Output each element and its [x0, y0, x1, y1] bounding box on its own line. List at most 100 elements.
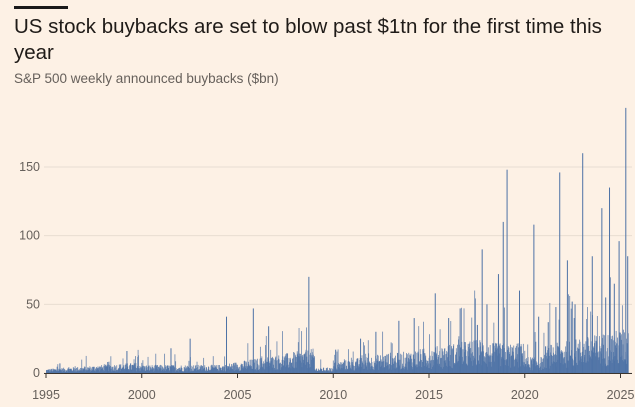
- bar-week: [522, 343, 524, 373]
- bar-week-peak: [601, 208, 603, 373]
- bar-week: [135, 362, 137, 373]
- bar-week: [427, 360, 429, 373]
- bar-week: [461, 307, 462, 373]
- bar-week: [120, 364, 122, 373]
- bar-week: [236, 364, 237, 373]
- bar-week: [119, 365, 121, 373]
- bar-week: [102, 369, 104, 373]
- bar-week: [489, 345, 491, 373]
- bar-week: [161, 365, 163, 373]
- bar-week: [401, 354, 403, 373]
- bar-week: [621, 334, 623, 373]
- bar-week: [160, 368, 162, 373]
- bar-week: [310, 352, 311, 373]
- bar-week: [493, 345, 495, 373]
- bar-week-peak: [605, 297, 607, 373]
- bar-week: [174, 354, 176, 373]
- bar-week: [147, 356, 149, 373]
- bar-week: [590, 341, 592, 373]
- bar-week-peak: [519, 290, 521, 373]
- bar-week: [586, 318, 588, 373]
- bar-week: [64, 369, 66, 373]
- bar-week-peak: [226, 316, 228, 373]
- bar-week: [337, 349, 339, 373]
- bar-week: [480, 351, 482, 373]
- bar-week: [346, 365, 347, 373]
- bar-week: [430, 360, 432, 373]
- bar-week: [373, 361, 375, 373]
- bar-week: [507, 346, 509, 373]
- bar-week: [292, 358, 293, 373]
- bar-week: [429, 334, 430, 373]
- bar-week-peak: [538, 316, 540, 373]
- bar-week-peak: [170, 348, 172, 373]
- bar-week: [224, 356, 226, 373]
- bar-week: [197, 364, 199, 373]
- bar-week: [257, 363, 259, 373]
- bar-week: [418, 326, 420, 373]
- bar-week-peak: [398, 320, 400, 373]
- bar-week: [390, 342, 392, 373]
- bar-week: [233, 362, 235, 373]
- bar-week: [152, 368, 154, 373]
- bar-week: [353, 365, 354, 373]
- bar-week-peak: [497, 274, 499, 373]
- bar-week: [363, 342, 364, 373]
- bar-week: [573, 318, 575, 373]
- bar-week: [587, 338, 589, 373]
- bar-week: [330, 368, 332, 373]
- bar-week: [391, 343, 393, 373]
- bar-week: [195, 367, 197, 373]
- bar-week: [558, 319, 560, 373]
- bar-week: [130, 363, 132, 373]
- bar-week: [218, 365, 220, 373]
- bar-week: [186, 366, 188, 373]
- bar-week-peak: [189, 338, 191, 373]
- bar-week: [184, 367, 185, 373]
- chart-subtitle: S&P 500 weekly announced buybacks ($bn): [14, 71, 279, 86]
- bar-week: [153, 365, 155, 373]
- bar-week: [568, 294, 570, 373]
- bar-week: [76, 368, 78, 373]
- bar-week: [535, 341, 537, 373]
- bar-week: [326, 367, 328, 373]
- bar-week-peak: [308, 276, 310, 373]
- bar-week-peak: [434, 293, 436, 373]
- bar-week-peak: [591, 256, 593, 373]
- bar-week: [513, 345, 515, 373]
- bar-week-peak: [627, 256, 629, 373]
- bar-week: [115, 366, 117, 373]
- bar-week: [162, 366, 163, 373]
- bar-week: [449, 354, 451, 373]
- y-tick-label: 100: [19, 229, 40, 243]
- bar-week: [545, 346, 547, 373]
- bar-week: [75, 368, 76, 373]
- bar-week: [162, 367, 164, 373]
- bar-week: [369, 362, 371, 373]
- bar-week: [217, 369, 219, 373]
- bar-week: [362, 362, 364, 373]
- bar-week: [423, 353, 425, 373]
- bar-week: [400, 353, 402, 373]
- bar-week: [334, 354, 336, 373]
- bar-week: [617, 337, 618, 373]
- bar-week: [517, 343, 519, 373]
- bar-week: [46, 369, 48, 373]
- bar-week: [406, 354, 408, 373]
- bar-week: [612, 335, 613, 373]
- bar-week: [282, 356, 284, 373]
- bar-week: [224, 365, 226, 373]
- bar-week: [332, 368, 333, 373]
- bar-week: [531, 359, 533, 373]
- title-accent-bar: [14, 6, 68, 9]
- bar-week: [164, 366, 166, 373]
- bar-week: [114, 367, 116, 373]
- bar-week: [395, 355, 396, 373]
- bar-week: [208, 367, 210, 373]
- x-tick-label: 2005: [224, 388, 252, 402]
- bar-week: [368, 353, 370, 373]
- bar-week-peak: [625, 107, 627, 373]
- bar-week-peak: [335, 349, 337, 373]
- bar-week-peak: [547, 322, 549, 373]
